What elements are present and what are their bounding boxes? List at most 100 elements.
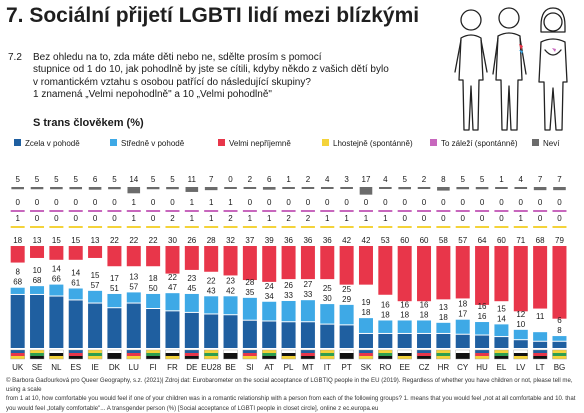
value-label: 0	[480, 198, 485, 207]
chart-title: S trans člověkem (%)	[33, 117, 144, 129]
value-label: 0	[35, 198, 40, 207]
bar-stredne-v-pohode	[475, 322, 490, 335]
flag-fr: FR	[165, 349, 180, 372]
flag-cy: CY	[455, 349, 470, 372]
value-label: 8	[15, 268, 20, 277]
flag-lv: LV	[513, 349, 528, 372]
bar-zcela-v-pohode	[184, 312, 199, 348]
x-tick-label: SK	[361, 363, 372, 372]
bar-lhostejne-spontanne	[358, 226, 373, 228]
value-label: 1	[132, 214, 137, 223]
value-label: 7	[557, 175, 562, 184]
bar-stredne-v-pohode	[494, 324, 509, 337]
bar-to-zalezi-spontanne	[436, 210, 451, 212]
value-label: 1	[364, 214, 369, 223]
bar-zcela-v-pohode	[262, 321, 277, 348]
value-label: 47	[168, 283, 177, 292]
flag-ee: EE	[397, 349, 412, 372]
value-label: 5	[15, 175, 20, 184]
bar-zcela-v-pohode	[223, 315, 238, 348]
value-label: 6	[93, 175, 98, 184]
value-label: 39	[265, 236, 274, 245]
bar-nevi	[514, 187, 528, 189]
x-tick-label: CZ	[419, 363, 430, 372]
x-tick-label: NL	[51, 363, 62, 372]
x-tick-label: EE	[399, 363, 410, 372]
value-label: 0	[538, 198, 543, 207]
value-label: 18	[381, 310, 390, 319]
bar-to-zalezi-spontanne	[455, 210, 470, 212]
flag-lu: LU	[126, 349, 141, 372]
flag-eu28: EU28	[201, 349, 222, 372]
bar-zcela-v-pohode	[339, 325, 354, 348]
bar-to-zalezi-spontanne	[358, 210, 373, 212]
legend-swatch	[430, 139, 437, 146]
bar-nevi	[417, 187, 431, 189]
value-label: 4	[519, 175, 524, 184]
value-label: 28	[245, 278, 254, 287]
value-label: 26	[284, 281, 293, 290]
value-label: 13	[33, 236, 42, 245]
value-label: 33	[303, 290, 312, 299]
value-label: 3	[344, 175, 349, 184]
page-title: 7. Sociální přijetí LGBTI lidí mezi blíz…	[6, 4, 420, 27]
bar-nevi	[30, 187, 44, 190]
bar-stredne-v-pohode	[107, 293, 122, 308]
value-label: 22	[110, 236, 119, 245]
value-label: 7	[209, 175, 214, 184]
bar-lhostejne-spontanne	[475, 226, 490, 228]
bar-velmi-neprijemne	[126, 246, 141, 267]
bar-lhostejne-spontanne	[204, 226, 219, 228]
bar-nevi	[108, 187, 121, 190]
flag-hr: HR	[436, 349, 451, 372]
bar-zcela-v-pohode	[475, 335, 490, 348]
bar-stredne-v-pohode	[88, 290, 103, 303]
bar-lhostejne-spontanne	[146, 226, 161, 228]
bar-lhostejne-spontanne	[49, 226, 64, 228]
bar-zcela-v-pohode	[358, 333, 373, 348]
value-label: 2	[286, 214, 291, 223]
value-label: 1	[132, 198, 137, 207]
bar-nevi	[243, 187, 257, 189]
flag-bg: BG	[552, 349, 567, 372]
value-label: 0	[325, 198, 330, 207]
bar-nevi	[475, 187, 489, 190]
bar-velmi-neprijemne	[358, 246, 373, 285]
value-label: 17	[458, 310, 467, 319]
legend-swatch	[532, 139, 539, 146]
value-label: 36	[303, 236, 312, 245]
bar-velmi-neprijemne	[146, 246, 161, 267]
bar-zcela-v-pohode	[320, 324, 335, 348]
legend-item-nevi: Neví	[532, 139, 560, 148]
bar-to-zalezi-spontanne	[68, 210, 83, 212]
bar-stredne-v-pohode	[223, 296, 238, 315]
bar-lhostejne-spontanne	[417, 226, 432, 228]
x-tick-label: EL	[497, 363, 507, 372]
value-label: 0	[557, 198, 562, 207]
value-label: 0	[93, 214, 98, 223]
bar-to-zalezi-spontanne	[184, 210, 199, 212]
bar-to-zalezi-spontanne	[417, 210, 432, 212]
legend-swatch	[218, 139, 225, 146]
bar-to-zalezi-spontanne	[513, 210, 528, 212]
bar-zcela-v-pohode	[281, 322, 296, 348]
value-label: 0	[112, 214, 117, 223]
bar-nevi	[11, 187, 24, 190]
value-label: 0	[519, 198, 524, 207]
x-tick-label: DK	[109, 363, 121, 372]
value-label: 1	[344, 214, 349, 223]
x-tick-label: PT	[342, 363, 352, 372]
value-label: 1	[190, 198, 195, 207]
flag-hu: HU	[474, 349, 490, 372]
bar-velmi-neprijemne	[242, 246, 257, 281]
bar-to-zalezi-spontanne	[281, 210, 296, 212]
value-label: 0	[557, 214, 562, 223]
bar-lhostejne-spontanne	[494, 226, 509, 228]
bar-nevi	[301, 187, 315, 189]
bar-lhostejne-spontanne	[107, 226, 122, 228]
value-label: 53	[381, 236, 390, 245]
x-tick-label: IT	[324, 363, 331, 372]
bar-stredne-v-pohode	[513, 329, 528, 340]
question-line: 1 znamená „Velmi nepohodlně" a 10 „Velmi…	[33, 88, 272, 100]
bar-stredne-v-pohode	[49, 284, 64, 296]
